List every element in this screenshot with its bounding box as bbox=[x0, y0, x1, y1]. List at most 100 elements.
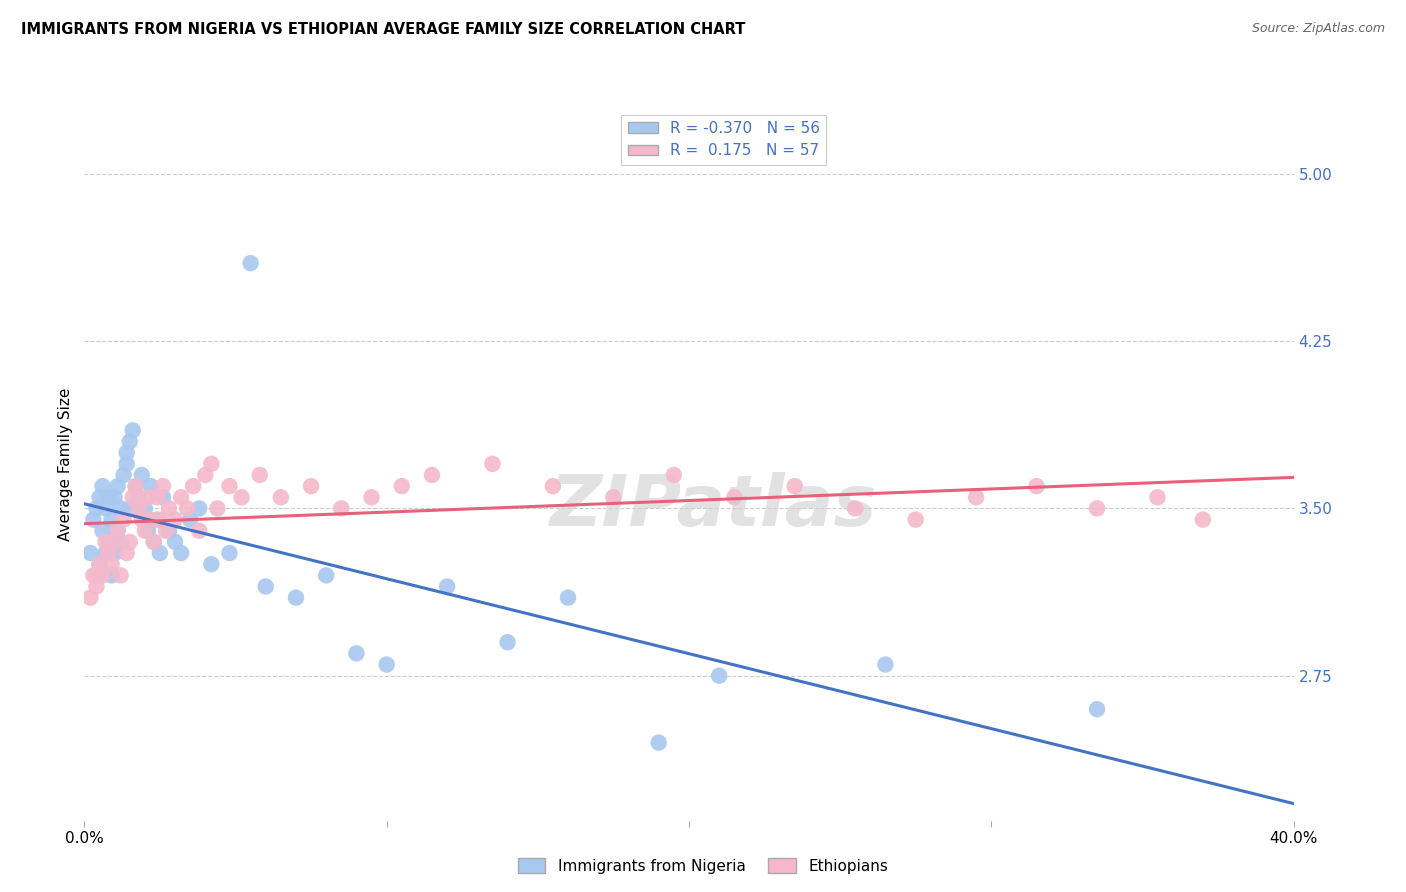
Point bbox=[231, 491, 253, 505]
Point bbox=[128, 491, 150, 505]
Point bbox=[100, 568, 122, 582]
Point bbox=[420, 468, 443, 483]
Point bbox=[139, 512, 162, 526]
Point bbox=[496, 635, 519, 649]
Point bbox=[249, 468, 271, 483]
Point bbox=[360, 491, 382, 505]
Point bbox=[149, 512, 172, 526]
Point bbox=[115, 546, 138, 560]
Point bbox=[136, 524, 159, 538]
Point bbox=[134, 501, 156, 516]
Text: IMMIGRANTS FROM NIGERIA VS ETHIOPIAN AVERAGE FAMILY SIZE CORRELATION CHART: IMMIGRANTS FROM NIGERIA VS ETHIOPIAN AVE… bbox=[21, 22, 745, 37]
Point bbox=[200, 457, 222, 471]
Point bbox=[149, 546, 172, 560]
Point bbox=[142, 534, 165, 549]
Point bbox=[152, 491, 174, 505]
Point bbox=[155, 524, 177, 538]
Text: ZIPatlas: ZIPatlas bbox=[550, 472, 877, 541]
Point bbox=[662, 468, 685, 483]
Point bbox=[176, 501, 198, 516]
Point bbox=[121, 423, 143, 437]
Point bbox=[100, 512, 122, 526]
Point bbox=[89, 557, 111, 572]
Point bbox=[188, 524, 211, 538]
Point bbox=[79, 546, 101, 560]
Point bbox=[1025, 479, 1047, 493]
Point bbox=[188, 501, 211, 516]
Point bbox=[218, 479, 240, 493]
Point bbox=[299, 479, 322, 493]
Text: Source: ZipAtlas.com: Source: ZipAtlas.com bbox=[1251, 22, 1385, 36]
Point bbox=[110, 534, 132, 549]
Point bbox=[104, 546, 127, 560]
Point bbox=[91, 479, 114, 493]
Point bbox=[152, 479, 174, 493]
Point bbox=[391, 479, 413, 493]
Point bbox=[481, 457, 503, 471]
Point bbox=[218, 546, 240, 560]
Point bbox=[965, 491, 987, 505]
Point bbox=[200, 557, 222, 572]
Point bbox=[181, 479, 204, 493]
Point bbox=[118, 434, 141, 449]
Point bbox=[165, 512, 187, 526]
Point bbox=[1085, 501, 1108, 516]
Point bbox=[121, 491, 143, 505]
Point bbox=[94, 534, 117, 549]
Point bbox=[131, 468, 153, 483]
Point bbox=[557, 591, 579, 605]
Point bbox=[82, 568, 104, 582]
Point bbox=[89, 491, 111, 505]
Point bbox=[112, 512, 135, 526]
Point bbox=[97, 534, 120, 549]
Y-axis label: Average Family Size: Average Family Size bbox=[58, 387, 73, 541]
Point bbox=[194, 468, 217, 483]
Point bbox=[1085, 702, 1108, 716]
Point bbox=[94, 546, 117, 560]
Point bbox=[783, 479, 806, 493]
Point bbox=[904, 512, 927, 526]
Point bbox=[541, 479, 564, 493]
Point bbox=[104, 491, 127, 505]
Point bbox=[97, 491, 120, 505]
Point bbox=[86, 501, 108, 516]
Point bbox=[91, 524, 114, 538]
Point bbox=[207, 501, 229, 516]
Point bbox=[107, 524, 129, 538]
Point bbox=[602, 491, 624, 505]
Point bbox=[157, 501, 180, 516]
Point bbox=[86, 568, 108, 582]
Point bbox=[436, 580, 458, 594]
Point bbox=[110, 568, 132, 582]
Point bbox=[115, 446, 138, 460]
Point bbox=[128, 501, 150, 516]
Point bbox=[170, 546, 193, 560]
Point bbox=[134, 524, 156, 538]
Point bbox=[146, 491, 169, 505]
Point bbox=[115, 457, 138, 471]
Point bbox=[125, 479, 148, 493]
Point bbox=[142, 534, 165, 549]
Point bbox=[170, 491, 193, 505]
Point bbox=[112, 468, 135, 483]
Point bbox=[239, 256, 262, 270]
Legend: Immigrants from Nigeria, Ethiopians: Immigrants from Nigeria, Ethiopians bbox=[512, 852, 894, 880]
Point bbox=[330, 501, 353, 516]
Point bbox=[844, 501, 866, 516]
Point bbox=[346, 646, 368, 660]
Point bbox=[315, 568, 337, 582]
Point bbox=[375, 657, 398, 672]
Point bbox=[875, 657, 897, 672]
Point bbox=[709, 669, 731, 683]
Point bbox=[107, 524, 129, 538]
Point bbox=[1192, 512, 1215, 526]
Point bbox=[100, 557, 122, 572]
Point bbox=[157, 524, 180, 538]
Point bbox=[118, 501, 141, 516]
Point bbox=[118, 534, 141, 549]
Point bbox=[146, 512, 169, 526]
Point bbox=[104, 534, 127, 549]
Point bbox=[107, 479, 129, 493]
Point bbox=[91, 568, 114, 582]
Point bbox=[94, 501, 117, 516]
